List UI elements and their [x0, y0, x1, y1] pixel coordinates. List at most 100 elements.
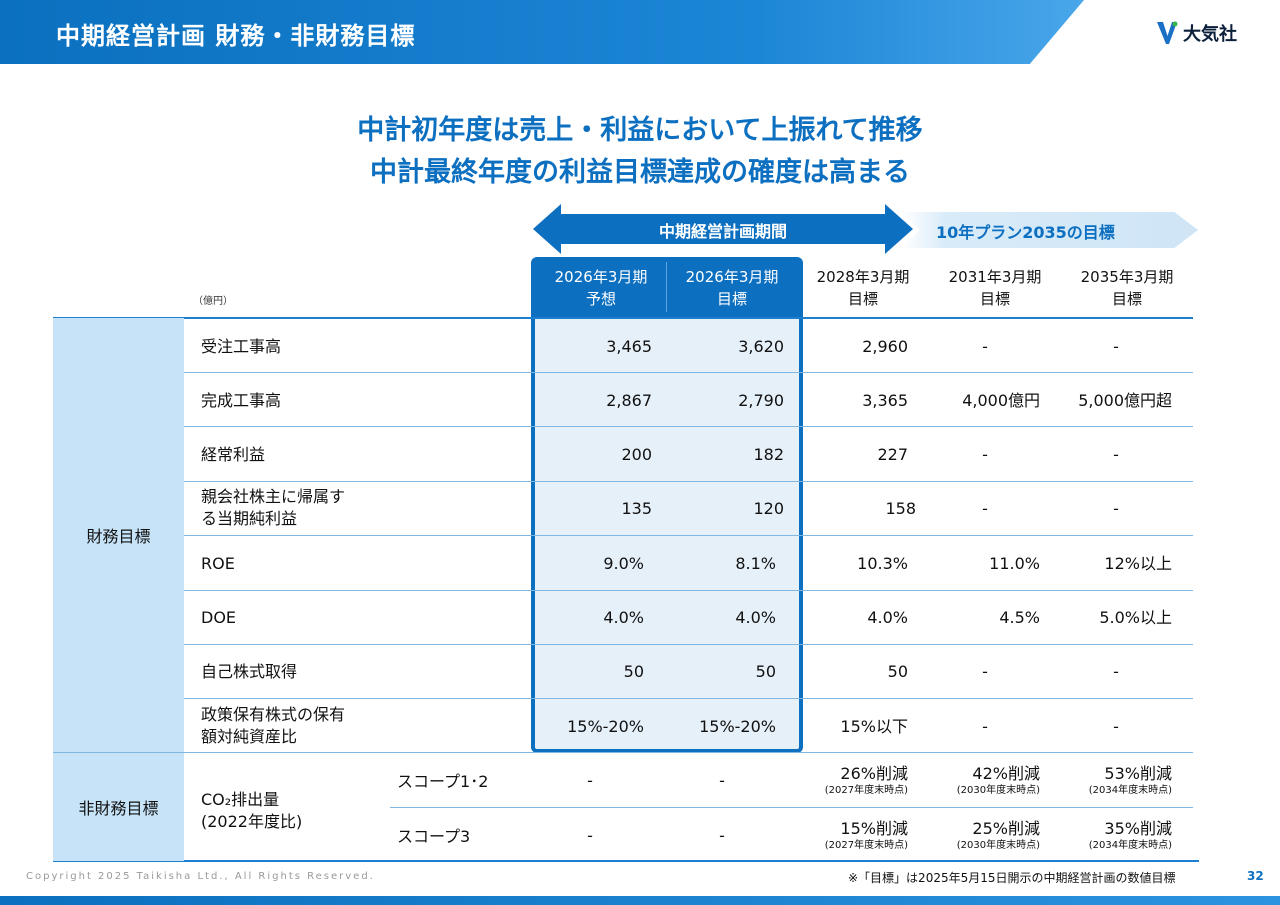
table-cell: 9.0%: [603, 554, 644, 573]
unit-label: （億円）: [193, 296, 233, 307]
header-bar: [0, 0, 1084, 64]
column-header: 2026年3月期 目標: [667, 266, 797, 310]
table-cell: -: [587, 826, 593, 845]
mid-term-period-arrow: [533, 204, 913, 254]
reduction-note: (2027年度末時点): [824, 840, 908, 851]
reduction-value: 25%削減: [972, 819, 1040, 838]
band-divider: [666, 262, 667, 312]
table-cell: 120: [753, 499, 784, 518]
headline-line-1: 中計初年度は売上・利益において上振れて推移: [357, 115, 923, 146]
table-cell: -: [1113, 717, 1119, 736]
reduction-value: 53%削減: [1104, 764, 1172, 783]
table-cell: -: [1113, 499, 1119, 518]
co2-label-line1: CO₂排出量: [201, 790, 280, 809]
table-cell: 2,960: [862, 337, 908, 356]
column-header: 2035年3月期 目標: [1062, 266, 1192, 310]
row-divider: [184, 535, 1193, 536]
reduction-value: 15%削減: [840, 819, 908, 838]
table-cell: -: [982, 717, 988, 736]
table-cell: -: [719, 771, 725, 790]
reduction-note: (2027年度末時点): [824, 785, 908, 796]
row-label-line1: 親会社株主に帰属す: [201, 487, 346, 506]
table-cell: 35%削減 (2034年度末時点): [1052, 819, 1172, 853]
row-label: 経常利益: [201, 445, 266, 464]
row-label: 親会社株主に帰属す る当期純利益: [201, 486, 345, 530]
column-header: 2026年3月期 予想: [536, 266, 666, 310]
table-cell: 50: [887, 662, 908, 681]
reduction-value: 26%削減: [840, 764, 908, 783]
table-cell: 25%削減 (2030年度末時点): [920, 819, 1040, 853]
row-label-line2: 額対純資産比: [201, 727, 298, 746]
table-cell: -: [719, 826, 725, 845]
copyright-text: Copyright 2025 Taikisha Ltd., All Rights…: [26, 871, 375, 882]
row-label-line2: る当期純利益: [201, 509, 298, 528]
row-label: ROE: [201, 554, 235, 573]
table-cell: 4.0%: [603, 608, 644, 627]
ten-year-plan-arrow: [902, 212, 1198, 248]
table-cell: -: [1113, 662, 1119, 681]
table-cell: 53%削減 (2034年度末時点): [1052, 764, 1172, 798]
row-label: 受注工事高: [201, 337, 282, 356]
co2-label-line2: (2022年度比): [201, 812, 303, 831]
category-financial: 財務目標: [53, 318, 184, 752]
company-logo: 大気社: [1155, 18, 1237, 48]
row-divider: [184, 698, 1193, 699]
table-cell: 2,790: [738, 391, 784, 410]
footnote: ※「目標」は2025年5月15日開示の中期経営計画の数値目標: [848, 871, 1176, 885]
table-cell: -: [587, 771, 593, 790]
column-header-line2: 目標: [1111, 290, 1142, 308]
category-non-financial: 非財務目標: [53, 753, 184, 861]
table-cell: 135: [621, 499, 652, 518]
row-label: 自己株式取得: [201, 662, 298, 681]
table-cell: 3,465: [606, 337, 652, 356]
row-divider: [184, 481, 1193, 482]
column-header-line1: 2028年3月期: [816, 268, 910, 286]
reduction-note: (2034年度末時点): [1088, 785, 1172, 796]
column-header: 2028年3月期 目標: [798, 266, 928, 310]
mid-term-period-label: 中期経営計画期間: [658, 222, 787, 241]
section-divider: [53, 752, 1193, 753]
reduction-note: (2034年度末時点): [1088, 840, 1172, 851]
ten-year-plan-label: 10年プラン2035の目標: [936, 223, 1115, 242]
row-divider: [390, 807, 1193, 808]
table-cell: 15%-20%: [699, 717, 776, 736]
table-cell: 4,000億円: [962, 391, 1040, 410]
column-header-line2: 目標: [847, 290, 878, 308]
row-divider: [184, 372, 1193, 373]
table-cell: 5.0%以上: [1099, 608, 1172, 627]
column-header-line2: 目標: [979, 290, 1010, 308]
table-cell: -: [982, 499, 988, 518]
column-header-line1: 2031年3月期: [948, 268, 1042, 286]
column-header-line2: 目標: [716, 290, 747, 308]
row-label: 完成工事高: [201, 391, 282, 410]
table-cell: 2,867: [606, 391, 652, 410]
row-label-line1: 政策保有株式の保有: [201, 705, 346, 724]
table-cell: 4.0%: [867, 608, 908, 627]
table-cell: 42%削減 (2030年度末時点): [920, 764, 1040, 798]
table-cell: 10.3%: [857, 554, 908, 573]
slide-title: 中期経営計画 財務・非財務目標: [56, 22, 416, 50]
table-cell: 3,365: [862, 391, 908, 410]
reduction-note: (2030年度末時点): [956, 785, 1040, 796]
reduction-note: (2030年度末時点): [956, 840, 1040, 851]
table-bottom-rule: [53, 860, 1199, 862]
row-divider: [184, 426, 1193, 427]
table-cell: 158: [885, 499, 916, 518]
table-cell: 50: [623, 662, 644, 681]
reduction-value: 35%削減: [1104, 819, 1172, 838]
table-cell: -: [982, 662, 988, 681]
table-cell: 50: [755, 662, 776, 681]
table-cell: -: [1113, 445, 1119, 464]
table-cell: -: [982, 445, 988, 464]
table-cell: 4.0%: [735, 608, 776, 627]
table-cell: 26%削減 (2027年度末時点): [788, 764, 908, 798]
table-cell: 182: [753, 445, 784, 464]
row-divider: [184, 590, 1193, 591]
column-header-line1: 2026年3月期: [554, 268, 648, 286]
column-header: 2031年3月期 目標: [930, 266, 1060, 310]
slide-header: 中期経営計画 財務・非財務目標 大気社: [0, 0, 1280, 64]
table-cell: 15%-20%: [567, 717, 644, 736]
page-number: 32: [1247, 869, 1264, 883]
row-label: 政策保有株式の保有 額対純資産比: [201, 704, 345, 748]
forecast-band-header: [531, 257, 803, 317]
